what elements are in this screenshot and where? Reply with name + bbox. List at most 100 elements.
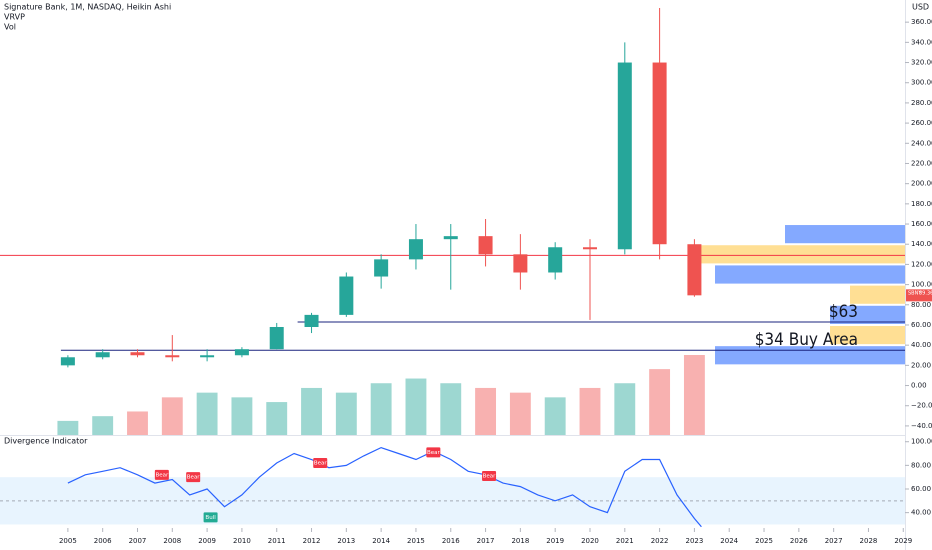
candle-body <box>130 352 145 356</box>
y-tick-label: 20.00 <box>911 361 931 369</box>
volume-profile-bar <box>690 245 905 264</box>
line-label: $63 <box>829 302 858 322</box>
x-tick-label: 2019 <box>546 537 564 545</box>
volume-bar <box>579 387 601 435</box>
x-tick-label: 2007 <box>129 537 147 545</box>
y-tick-label: 240.00 <box>911 139 932 147</box>
volume-profile-bar <box>830 325 905 345</box>
candle-body <box>617 62 632 250</box>
signal-label: Bear <box>187 475 201 481</box>
candle-body <box>60 357 75 366</box>
volume-bar <box>127 411 148 435</box>
y-tick-label: 200.00 <box>911 180 932 188</box>
volume-profile-bar <box>830 305 905 324</box>
price-label-value: 89.36 <box>919 290 932 296</box>
candle-body <box>269 326 284 350</box>
y-tick-label: 180.00 <box>911 200 932 208</box>
y-tick-label: 320.00 <box>911 59 932 67</box>
x-tick-label: 2014 <box>372 537 390 545</box>
candle-body <box>513 254 528 273</box>
volume-bar <box>57 420 79 435</box>
candle-body <box>374 259 389 277</box>
signal-label: Bear <box>427 450 441 456</box>
candle-body <box>582 247 597 250</box>
volume-bar <box>649 369 671 435</box>
x-tick-label: 2006 <box>94 537 112 545</box>
indicator-title: Divergence Indicator <box>4 437 88 446</box>
signal-label: Bear <box>483 474 497 480</box>
y-tick-label: −20.00 <box>911 402 932 410</box>
x-tick-label: 2029 <box>894 537 912 545</box>
y-tick-label: 360.00 <box>911 18 932 26</box>
y-tick-label: 160.00 <box>911 220 932 228</box>
x-tick-label: 2028 <box>860 537 878 545</box>
volume-bar <box>683 355 705 435</box>
volume-bar <box>161 397 183 435</box>
y-tick-label: 60.00 <box>911 321 931 329</box>
signal-box <box>313 458 328 468</box>
candle-body <box>478 236 493 255</box>
legend-item: Vol <box>4 23 16 32</box>
volume-profile-bar <box>850 285 905 304</box>
price-label-bg <box>906 289 932 302</box>
x-tick-label: 2021 <box>616 537 634 545</box>
candle-body <box>339 276 354 315</box>
y-tick-label: 100.00 <box>911 281 932 289</box>
signal-label: Bear <box>155 472 169 478</box>
signal-box <box>203 512 218 523</box>
volume-bar <box>266 402 288 435</box>
signal-box <box>426 447 441 458</box>
candle-body <box>234 349 249 356</box>
chart-title: Signature Bank, 1M, NASDAQ, Heikin Ashi <box>4 3 171 12</box>
candle-body <box>200 355 215 358</box>
candle-body <box>165 355 180 358</box>
y-tick-label: 80.00 <box>911 461 931 469</box>
volume-bar <box>440 383 462 435</box>
x-tick-label: 2010 <box>233 537 251 545</box>
x-tick-label: 2011 <box>268 537 286 545</box>
x-tick-label: 2012 <box>303 537 321 545</box>
volume-bar <box>92 416 114 435</box>
volume-profile-bar <box>715 265 905 284</box>
candle-body <box>95 352 110 358</box>
volume-bar <box>196 392 218 435</box>
y-tick-label: 80.00 <box>911 301 931 309</box>
volume-bar <box>370 383 392 435</box>
candle-body <box>652 62 667 245</box>
signal-box <box>482 471 497 481</box>
signal-box <box>154 469 169 480</box>
line-label: $34 Buy Area <box>755 330 858 350</box>
price-label: SBNY <box>908 290 922 296</box>
volume-bar <box>231 397 253 435</box>
x-tick-label: 2027 <box>825 537 843 545</box>
signal-label: Bull <box>205 515 216 521</box>
indicator-line <box>67 446 702 528</box>
y-tick-label: 120.00 <box>911 260 932 268</box>
volume-bar <box>509 392 531 435</box>
y-tick-label: 40.00 <box>911 509 931 517</box>
x-tick-label: 2022 <box>651 537 669 545</box>
y-tick-label: 140.00 <box>911 240 932 248</box>
candle-body <box>687 244 702 296</box>
x-tick-label: 2018 <box>511 537 529 545</box>
x-tick-label: 2008 <box>163 537 181 545</box>
x-tick-label: 2005 <box>59 537 77 545</box>
candle-body <box>304 314 319 327</box>
candle-body <box>408 239 423 260</box>
volume-bar <box>335 392 357 435</box>
volume-bar <box>301 387 322 435</box>
volume-bar <box>405 378 427 435</box>
x-tick-label: 2015 <box>407 537 425 545</box>
volume-bar <box>475 387 497 435</box>
candle-body <box>443 236 458 240</box>
y-tick-label: 300.00 <box>911 79 932 87</box>
y-tick-label: 100.00 <box>911 438 932 446</box>
x-tick-label: 2017 <box>477 537 495 545</box>
x-tick-label: 2025 <box>755 537 773 545</box>
volume-profile-bar <box>785 225 905 244</box>
currency: USD <box>912 3 929 12</box>
y-tick-label: 340.00 <box>911 38 932 46</box>
y-tick-label: 0.00 <box>911 382 927 390</box>
candle-body <box>548 247 563 273</box>
